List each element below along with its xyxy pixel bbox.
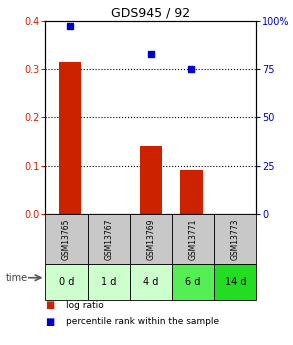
- Bar: [180, 170, 203, 214]
- Bar: [140, 146, 162, 214]
- Bar: [88, 214, 130, 264]
- Text: time: time: [6, 273, 28, 283]
- Text: ■: ■: [45, 317, 55, 327]
- Title: GDS945 / 92: GDS945 / 92: [111, 7, 190, 20]
- Bar: [45, 264, 88, 300]
- Text: 14 d: 14 d: [224, 277, 246, 287]
- Text: GSM13769: GSM13769: [146, 218, 155, 260]
- Bar: [172, 264, 214, 300]
- Text: 4 d: 4 d: [143, 277, 159, 287]
- Bar: [172, 214, 214, 264]
- Text: log ratio: log ratio: [66, 301, 104, 310]
- Bar: [130, 214, 172, 264]
- Bar: [88, 264, 130, 300]
- Text: percentile rank within the sample: percentile rank within the sample: [66, 317, 219, 326]
- Text: 0 d: 0 d: [59, 277, 74, 287]
- Text: GSM13765: GSM13765: [62, 218, 71, 260]
- Text: 1 d: 1 d: [101, 277, 116, 287]
- Text: GSM13767: GSM13767: [104, 218, 113, 260]
- Bar: [130, 264, 172, 300]
- Bar: [214, 214, 256, 264]
- Text: GSM13771: GSM13771: [189, 218, 197, 259]
- Text: 6 d: 6 d: [185, 277, 201, 287]
- Bar: [214, 264, 256, 300]
- Bar: [59, 62, 81, 214]
- Text: GSM13773: GSM13773: [231, 218, 240, 260]
- Text: ■: ■: [45, 300, 55, 310]
- Bar: [45, 214, 88, 264]
